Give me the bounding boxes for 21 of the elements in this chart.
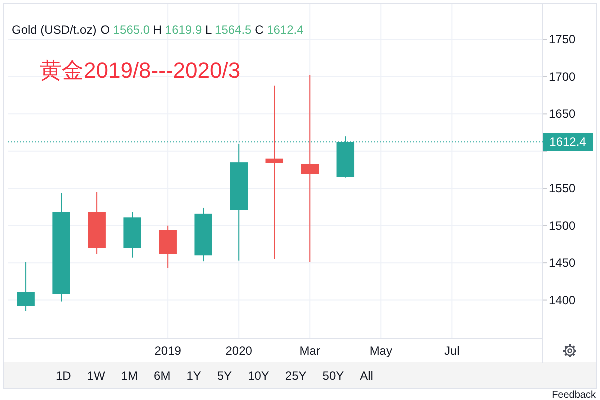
range-buttons: 1D 1W 1M 6M 1Y 5Y 10Y 25Y 50Y All bbox=[56, 369, 374, 383]
x-tick-label: Jul bbox=[444, 344, 460, 358]
x-tick-label: 2020 bbox=[226, 344, 253, 358]
y-tick-label: 1650 bbox=[549, 107, 576, 122]
candlestick bbox=[17, 262, 35, 312]
x-tick-label: 2019 bbox=[154, 344, 182, 358]
text: 黄金2019/8---2020/3 bbox=[40, 58, 241, 83]
annotation: O 1565.0 H 1619.9 L 1564.5 C 1612.4 bbox=[100, 23, 304, 37]
x-tick-label: Mar bbox=[300, 344, 320, 358]
y-tick-label: 1750 bbox=[549, 32, 576, 47]
y-tick-label: 1400 bbox=[549, 293, 576, 308]
x-tick-label: May bbox=[370, 344, 392, 358]
y-tick-label: 1550 bbox=[549, 182, 576, 196]
candlestick bbox=[159, 225, 177, 269]
y-tick-label: 1450 bbox=[549, 256, 576, 270]
text: Feedback bbox=[552, 390, 597, 400]
candlestick bbox=[266, 85, 284, 260]
y-tick-label: 1700 bbox=[549, 70, 576, 84]
text: Gold (USD/t.oz) bbox=[12, 23, 97, 37]
ref-line-label: 1612.4 bbox=[550, 135, 587, 150]
y-tick-label: 1500 bbox=[549, 218, 576, 233]
